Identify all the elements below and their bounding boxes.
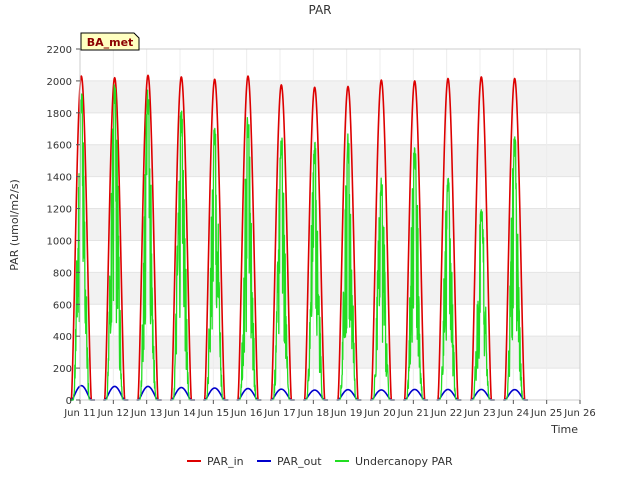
x-tick-label: Jun 21 <box>397 408 430 419</box>
x-tick-label: Jun 24 <box>497 408 530 419</box>
background-bands <box>80 80 580 369</box>
grid-band <box>80 80 580 113</box>
x-tick-label: Jun 17 <box>263 408 296 419</box>
x-tick-label: Jun 15 <box>197 408 230 419</box>
series-line-segment <box>369 79 396 401</box>
series-line-segment <box>269 84 296 401</box>
y-tick-label: 2200 <box>47 45 72 56</box>
x-tick-label: Jun 23 <box>463 408 496 419</box>
y-tick-label: 800 <box>53 268 72 279</box>
y-tick-label: 0 <box>66 396 72 407</box>
plot-frame <box>79 48 581 401</box>
legend-label: Undercanopy PAR <box>355 455 453 468</box>
y-tick-label: 1000 <box>47 236 72 247</box>
x-tick-label: Jun 16 <box>230 408 263 419</box>
y-axis: 0 200 400 600 800 1000 1200 1400 1600 1800 2000 220… <box>47 45 80 407</box>
series-line-segment <box>102 76 129 401</box>
y-tick-label: 200 <box>53 364 72 375</box>
y-tick-label: 400 <box>53 332 72 343</box>
series-line-segment <box>402 80 429 401</box>
x-tick-label: Jun 26 <box>563 408 596 419</box>
x-tick-label: Jun 20 <box>363 408 396 419</box>
y-tick-label: 1200 <box>47 205 72 216</box>
series-line-segment <box>502 77 529 401</box>
series-par-in <box>69 74 529 401</box>
x-tick-label: Jun 22 <box>430 408 463 419</box>
grid-band <box>80 272 580 305</box>
x-axis-label: Time <box>550 423 578 436</box>
grid-band <box>80 208 580 241</box>
x-tick-label: Jun 18 <box>297 408 330 419</box>
x-tick-label: Jun 13 <box>130 408 163 419</box>
chart-title: PAR <box>308 3 331 17</box>
series-line-segment <box>136 74 163 401</box>
series-line-segment <box>169 76 196 401</box>
x-tick-label: Jun 25 <box>530 408 563 419</box>
y-axis-label: PAR (umol/m2/s) <box>8 179 21 271</box>
series-line-segment <box>336 85 362 401</box>
series-line-segment <box>236 75 262 401</box>
series-line-segment <box>302 86 329 401</box>
y-tick-label: 1600 <box>47 141 72 152</box>
legend: PAR_in PAR_out Undercanopy PAR <box>187 455 453 468</box>
series-line-segment <box>69 75 96 401</box>
grid-band <box>80 336 580 369</box>
grid-band <box>80 144 580 177</box>
series-line-segment <box>436 77 462 401</box>
y-tick-label: 1400 <box>47 173 72 184</box>
x-tick-label: Jun 19 <box>330 408 363 419</box>
annotation-badge: BA_met <box>80 32 140 51</box>
legend-label: PAR_in <box>207 455 244 468</box>
annotation-label: BA_met <box>87 36 134 49</box>
x-tick-label: Jun 14 <box>163 408 196 419</box>
legend-label: PAR_out <box>277 455 322 468</box>
series-line-segment <box>202 78 229 401</box>
x-axis: Jun 11 Jun 12 Jun 13 Jun 14 Jun 15 Jun 16 Jun … <box>63 400 596 419</box>
y-tick-label: 1800 <box>47 109 72 120</box>
series-line-segment <box>469 76 496 401</box>
x-tick-label: Jun 12 <box>97 408 130 419</box>
y-tick-label: 2000 <box>47 77 72 88</box>
x-tick-label: Jun 11 <box>63 408 96 419</box>
y-tick-label: 600 <box>53 300 72 311</box>
